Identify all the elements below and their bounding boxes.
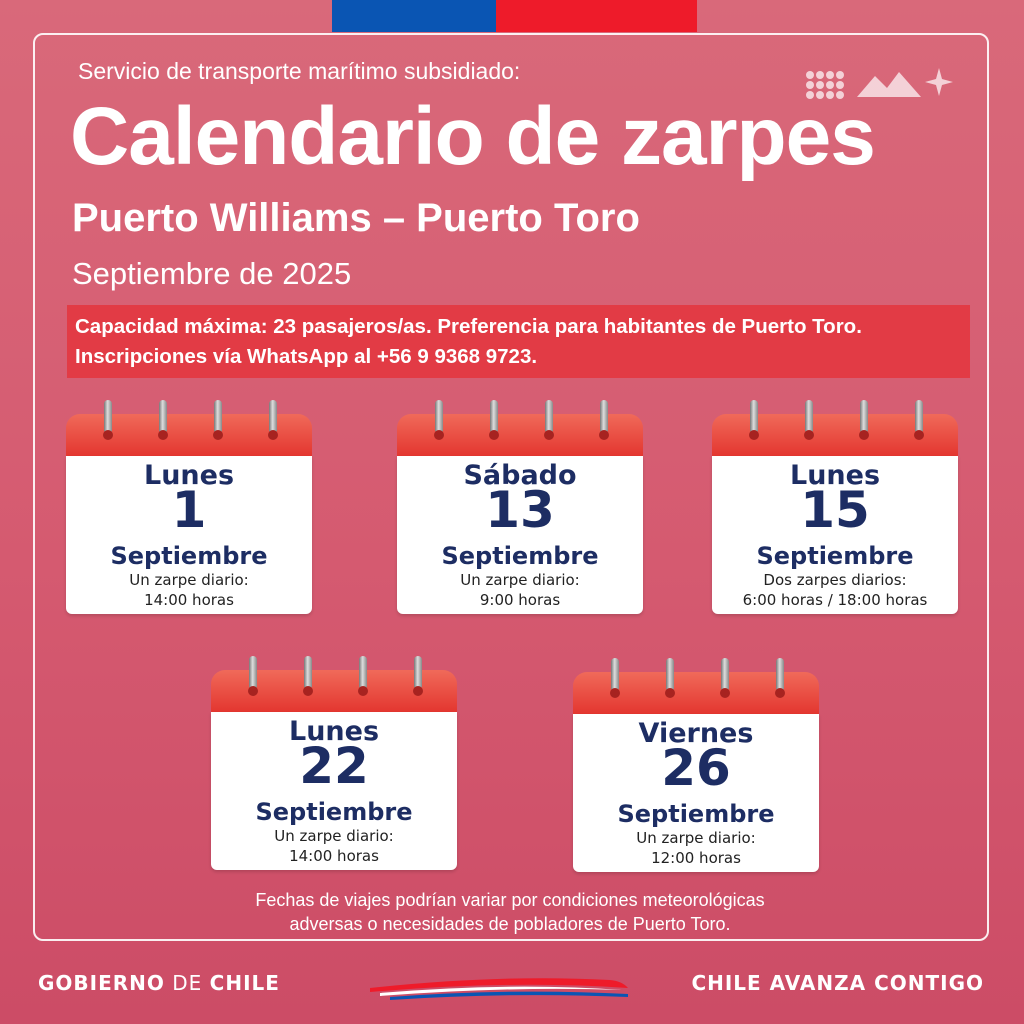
page-subtitle: Servicio de transporte marítimo subsidia…: [78, 58, 521, 84]
flag-red-stripe: [496, 0, 697, 32]
calendar-weekday: Viernes: [638, 718, 754, 749]
weather-disclaimer: Fechas de viajes podrían variar por cond…: [200, 888, 820, 936]
logo-word-gobierno: GOBIERNO: [38, 971, 165, 995]
calendar-month: Septiembre: [255, 798, 413, 826]
logo-word-chile: CHILE: [209, 971, 280, 995]
gobierno-de-chile-logo: GOBIERNO DE CHILE: [38, 971, 280, 995]
calendar-ring-icon: [213, 400, 223, 440]
calendar-day-number: 15: [800, 481, 870, 539]
brand-swoosh-icon: [370, 978, 628, 1000]
calendar-body: [712, 456, 958, 614]
calendar-ring-icon: [775, 658, 785, 698]
month-label: Septiembre de 2025: [72, 256, 352, 291]
calendar-schedule-time: 14:00 horas: [289, 847, 379, 865]
calendar-card: Lunes 1 Septiembre Un zarpe diario: 14:0…: [66, 400, 312, 614]
calendar-month: Septiembre: [441, 542, 599, 570]
calendar-month: Septiembre: [756, 542, 914, 570]
calendar-weekday: Lunes: [143, 460, 235, 491]
calendar-ring-icon: [358, 656, 368, 696]
calendar-schedule-time: 6:00 horas / 18:00 horas: [742, 591, 928, 609]
calendar-weekday: Lunes: [288, 716, 380, 747]
calendar-ring-icon: [268, 400, 278, 440]
disclaimer-line-2: adversas o necesidades de pobladores de …: [289, 914, 731, 934]
calendar-ring-icon: [599, 400, 609, 440]
calendar-ring-icon: [303, 656, 313, 696]
calendar-ring-icon: [248, 656, 258, 696]
calendar-schedule-label: Un zarpe diario:: [129, 571, 249, 589]
calendar-schedule-time: 9:00 horas: [479, 591, 561, 609]
calendar-schedule-label: Dos zarpes diarios:: [763, 571, 907, 589]
calendar-schedule-label: Un zarpe diario:: [460, 571, 580, 589]
calendar-day-number: 26: [661, 739, 731, 797]
page-title: Calendario de zarpes: [70, 91, 876, 182]
notice-line-1: Capacidad máxima: 23 pasajeros/as. Prefe…: [75, 315, 862, 338]
decorative-icons: [806, 68, 953, 99]
calendar-ring-icon: [413, 656, 423, 696]
dots-grid-icon: [806, 71, 844, 99]
mountains-icon: [857, 72, 921, 97]
calendar-body: [573, 714, 819, 872]
capacity-notice: Capacidad máxima: 23 pasajeros/as. Prefe…: [67, 305, 970, 378]
calendar-month: Septiembre: [110, 542, 268, 570]
calendar-ring-icon: [158, 400, 168, 440]
calendar-ring-icon: [434, 400, 444, 440]
calendar-day-number: 13: [485, 481, 555, 539]
calendar-month: Septiembre: [617, 800, 775, 828]
calendar-weekday: Sábado: [463, 460, 577, 491]
calendar-ring-icon: [914, 400, 924, 440]
calendar-ring-icon: [720, 658, 730, 698]
flag-blue-stripe: [332, 0, 496, 32]
content-frame: [33, 33, 989, 941]
calendar-ring-icon: [859, 400, 869, 440]
calendar-schedule-time: 14:00 horas: [144, 591, 234, 609]
calendar-ring-icon: [749, 400, 759, 440]
calendar-ring-icon: [103, 400, 113, 440]
disclaimer-line-1: Fechas de viajes podrían variar por cond…: [255, 890, 765, 910]
sparkle-icon: [925, 68, 953, 96]
logo-word-de: DE: [164, 971, 210, 995]
route-title: Puerto Williams – Puerto Toro: [72, 196, 640, 240]
calendar-weekday: Lunes: [789, 460, 881, 491]
calendar-card: Lunes 15 Septiembre Dos zarpes diarios: …: [712, 400, 958, 614]
calendar-ring-icon: [489, 400, 499, 440]
notice-line-2: Inscripciones vía WhatsApp al +56 9 9368…: [75, 345, 538, 368]
calendar-day-number: 22: [299, 737, 369, 795]
calendar-ring-icon: [804, 400, 814, 440]
calendar-body: [397, 456, 643, 614]
chile-avanza-contigo-slogan: CHILE AVANZA CONTIGO: [691, 971, 984, 995]
calendar-body: [211, 712, 457, 870]
calendar-ring-icon: [544, 400, 554, 440]
calendar-schedule-label: Un zarpe diario:: [274, 827, 394, 845]
calendar-ring-icon: [665, 658, 675, 698]
calendar-ring-icon: [610, 658, 620, 698]
calendar-schedule-time: 12:00 horas: [651, 849, 741, 867]
calendar-card: Lunes 22 Septiembre Un zarpe diario: 14:…: [211, 656, 457, 870]
calendar-body: [66, 456, 312, 614]
calendar-card: Viernes 26 Septiembre Un zarpe diario: 1…: [573, 658, 819, 872]
calendar-schedule-label: Un zarpe diario:: [636, 829, 756, 847]
flag-bar: [332, 0, 697, 32]
calendar-card: Sábado 13 Septiembre Un zarpe diario: 9:…: [397, 400, 643, 614]
calendar-day-number: 1: [171, 481, 207, 539]
